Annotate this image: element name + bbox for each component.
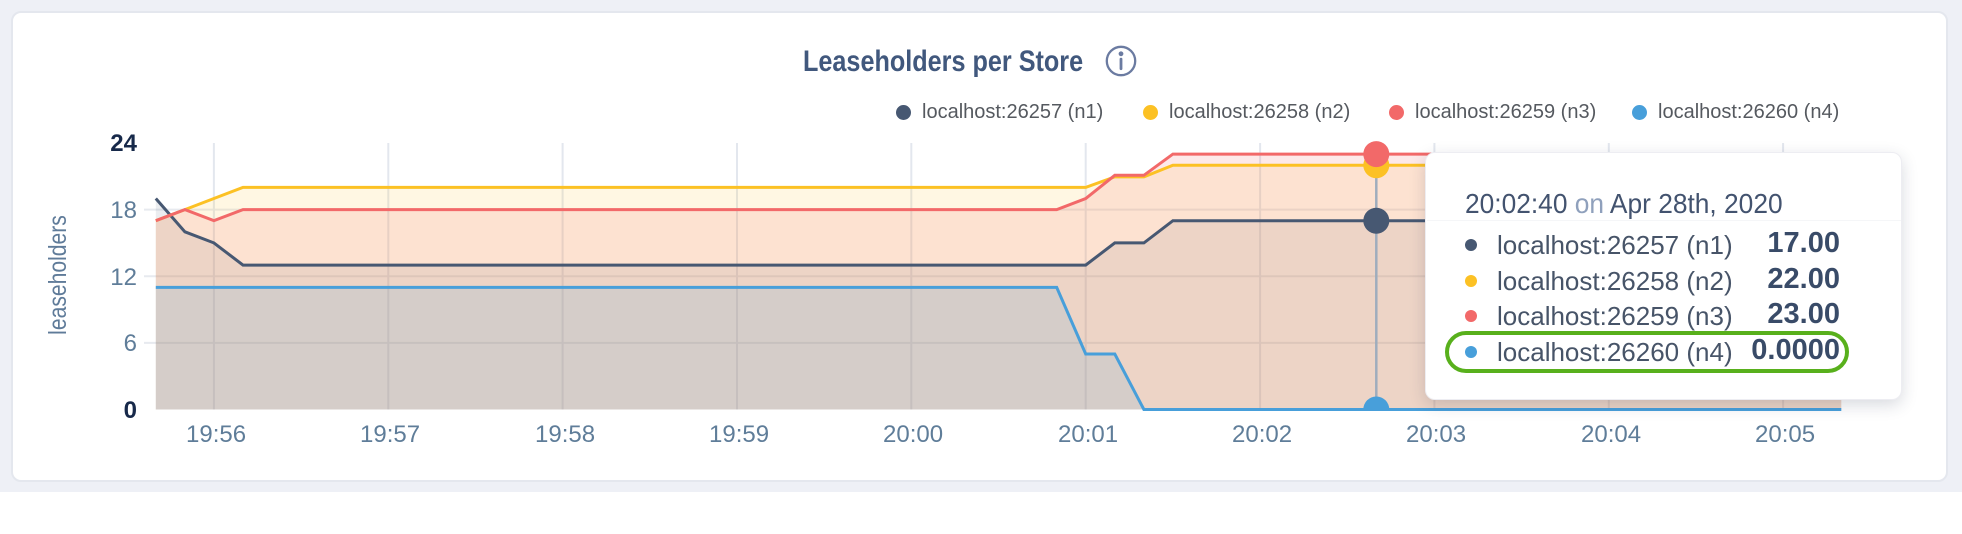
svg-text:leaseholders: leaseholders <box>43 215 71 335</box>
